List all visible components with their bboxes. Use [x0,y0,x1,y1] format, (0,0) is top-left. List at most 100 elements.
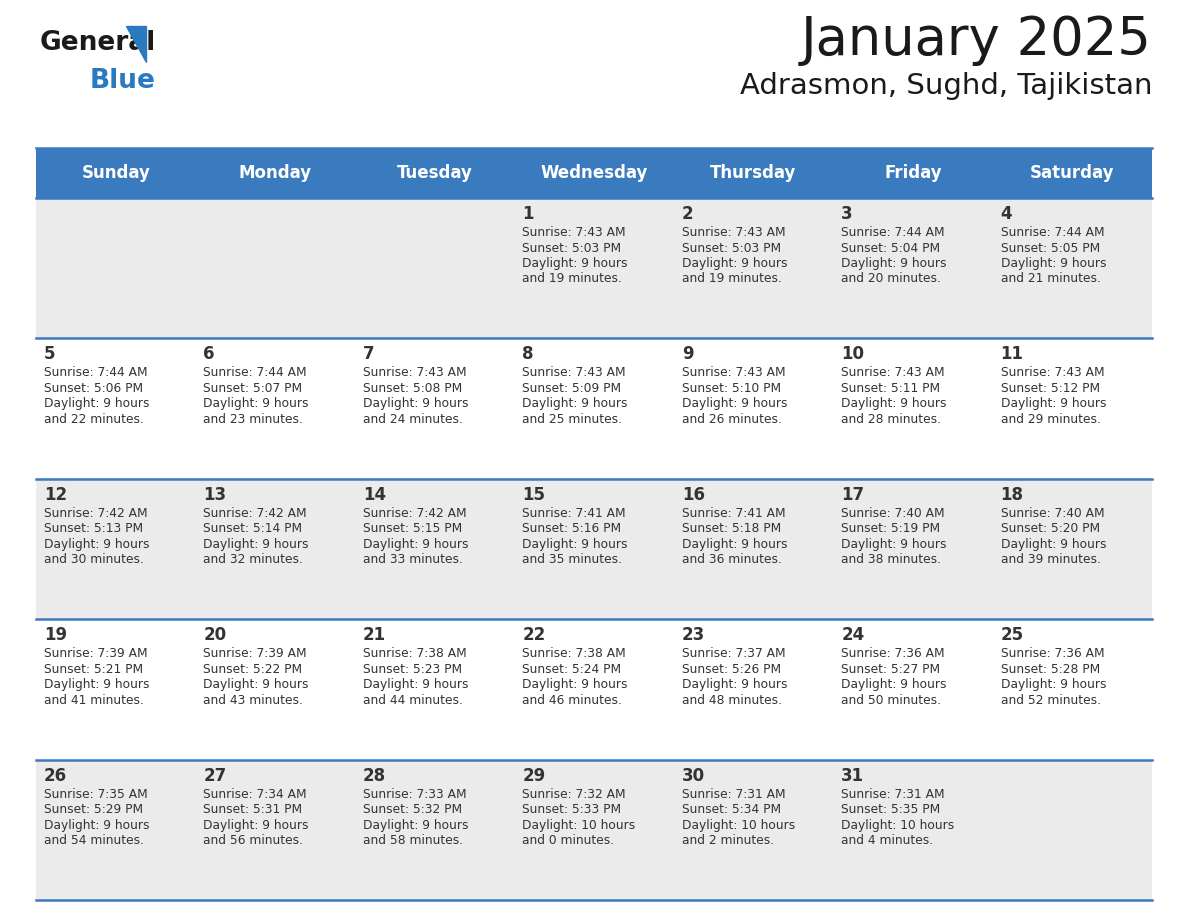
Text: Daylight: 9 hours: Daylight: 9 hours [841,257,947,270]
Text: and 19 minutes.: and 19 minutes. [682,273,782,285]
Text: Sunset: 5:34 PM: Sunset: 5:34 PM [682,803,781,816]
Text: Sunrise: 7:44 AM: Sunrise: 7:44 AM [203,366,307,379]
Text: Daylight: 9 hours: Daylight: 9 hours [203,678,309,691]
Text: 2: 2 [682,205,694,223]
Text: Sunset: 5:04 PM: Sunset: 5:04 PM [841,241,940,254]
Text: Daylight: 9 hours: Daylight: 9 hours [1000,257,1106,270]
Text: 20: 20 [203,626,227,644]
Text: Sunrise: 7:38 AM: Sunrise: 7:38 AM [362,647,467,660]
Text: Daylight: 9 hours: Daylight: 9 hours [44,538,150,551]
Text: Sunrise: 7:43 AM: Sunrise: 7:43 AM [1000,366,1104,379]
Text: and 44 minutes.: and 44 minutes. [362,694,463,707]
Bar [36,479,1152,620]
Text: Sunrise: 7:43 AM: Sunrise: 7:43 AM [523,366,626,379]
Text: 28: 28 [362,767,386,785]
Text: and 43 minutes.: and 43 minutes. [203,694,303,707]
Text: and 35 minutes.: and 35 minutes. [523,554,623,566]
Text: Daylight: 9 hours: Daylight: 9 hours [203,397,309,410]
Text: 5: 5 [44,345,56,364]
Text: 14: 14 [362,486,386,504]
Text: 26: 26 [44,767,68,785]
Bar [355,148,514,198]
Text: 6: 6 [203,345,215,364]
Text: Sunset: 5:12 PM: Sunset: 5:12 PM [1000,382,1100,395]
Text: Sunrise: 7:43 AM: Sunrise: 7:43 AM [682,366,785,379]
Text: and 39 minutes.: and 39 minutes. [1000,554,1100,566]
Text: and 0 minutes.: and 0 minutes. [523,834,614,847]
Text: 21: 21 [362,626,386,644]
Text: Sunrise: 7:43 AM: Sunrise: 7:43 AM [523,226,626,239]
Text: Daylight: 9 hours: Daylight: 9 hours [362,819,468,832]
Text: and 22 minutes.: and 22 minutes. [44,413,144,426]
Text: Sunset: 5:21 PM: Sunset: 5:21 PM [44,663,143,676]
Text: 9: 9 [682,345,694,364]
Text: Sunset: 5:13 PM: Sunset: 5:13 PM [44,522,143,535]
Text: 27: 27 [203,767,227,785]
Text: Sunrise: 7:39 AM: Sunrise: 7:39 AM [203,647,307,660]
Text: Sunset: 5:10 PM: Sunset: 5:10 PM [682,382,781,395]
Bar [196,148,355,198]
Bar [674,148,833,198]
Text: and 58 minutes.: and 58 minutes. [362,834,463,847]
Text: and 52 minutes.: and 52 minutes. [1000,694,1100,707]
Text: 12: 12 [44,486,68,504]
Text: Daylight: 9 hours: Daylight: 9 hours [362,538,468,551]
Text: General: General [40,30,157,56]
Text: Sunrise: 7:43 AM: Sunrise: 7:43 AM [362,366,467,379]
Bar [36,148,196,198]
Bar [36,759,1152,900]
Text: and 54 minutes.: and 54 minutes. [44,834,144,847]
Text: Sunset: 5:24 PM: Sunset: 5:24 PM [523,663,621,676]
Text: and 4 minutes.: and 4 minutes. [841,834,934,847]
Text: Sunset: 5:31 PM: Sunset: 5:31 PM [203,803,303,816]
Text: Sunrise: 7:33 AM: Sunrise: 7:33 AM [362,788,467,800]
Text: Blue: Blue [90,68,156,94]
Text: Sunrise: 7:44 AM: Sunrise: 7:44 AM [1000,226,1104,239]
Text: Sunrise: 7:42 AM: Sunrise: 7:42 AM [362,507,467,520]
Text: Daylight: 9 hours: Daylight: 9 hours [523,538,627,551]
Text: Sunrise: 7:37 AM: Sunrise: 7:37 AM [682,647,785,660]
Text: Wednesday: Wednesday [541,164,647,182]
Text: Daylight: 9 hours: Daylight: 9 hours [682,538,788,551]
Text: 19: 19 [44,626,68,644]
Text: Sunset: 5:19 PM: Sunset: 5:19 PM [841,522,940,535]
Text: January 2025: January 2025 [801,14,1152,66]
Text: Sunrise: 7:36 AM: Sunrise: 7:36 AM [841,647,944,660]
Text: Daylight: 9 hours: Daylight: 9 hours [44,397,150,410]
Text: Daylight: 9 hours: Daylight: 9 hours [841,678,947,691]
Text: 30: 30 [682,767,704,785]
Text: Sunrise: 7:31 AM: Sunrise: 7:31 AM [682,788,785,800]
Text: and 56 minutes.: and 56 minutes. [203,834,303,847]
Text: Sunrise: 7:42 AM: Sunrise: 7:42 AM [44,507,147,520]
Text: Sunrise: 7:44 AM: Sunrise: 7:44 AM [44,366,147,379]
Text: Sunset: 5:14 PM: Sunset: 5:14 PM [203,522,303,535]
Text: and 21 minutes.: and 21 minutes. [1000,273,1100,285]
Text: 16: 16 [682,486,704,504]
Text: and 20 minutes.: and 20 minutes. [841,273,941,285]
Text: and 46 minutes.: and 46 minutes. [523,694,623,707]
Text: Sunrise: 7:32 AM: Sunrise: 7:32 AM [523,788,626,800]
Text: Sunrise: 7:35 AM: Sunrise: 7:35 AM [44,788,147,800]
Text: Sunset: 5:33 PM: Sunset: 5:33 PM [523,803,621,816]
Text: Daylight: 9 hours: Daylight: 9 hours [841,397,947,410]
Text: 13: 13 [203,486,227,504]
Text: Sunset: 5:29 PM: Sunset: 5:29 PM [44,803,143,816]
Bar [992,148,1152,198]
Text: Sunrise: 7:41 AM: Sunrise: 7:41 AM [682,507,785,520]
Text: and 2 minutes.: and 2 minutes. [682,834,773,847]
Text: 7: 7 [362,345,374,364]
Text: 10: 10 [841,345,864,364]
Text: 15: 15 [523,486,545,504]
Text: Sunday: Sunday [81,164,150,182]
Text: Sunset: 5:03 PM: Sunset: 5:03 PM [523,241,621,254]
Text: Sunset: 5:16 PM: Sunset: 5:16 PM [523,522,621,535]
Text: Sunset: 5:26 PM: Sunset: 5:26 PM [682,663,781,676]
Text: and 29 minutes.: and 29 minutes. [1000,413,1100,426]
Text: 29: 29 [523,767,545,785]
Bar [36,198,1152,339]
Text: Sunrise: 7:43 AM: Sunrise: 7:43 AM [841,366,944,379]
Text: Daylight: 9 hours: Daylight: 9 hours [1000,678,1106,691]
Bar [833,148,992,198]
Text: Friday: Friday [884,164,942,182]
Text: Sunset: 5:32 PM: Sunset: 5:32 PM [362,803,462,816]
